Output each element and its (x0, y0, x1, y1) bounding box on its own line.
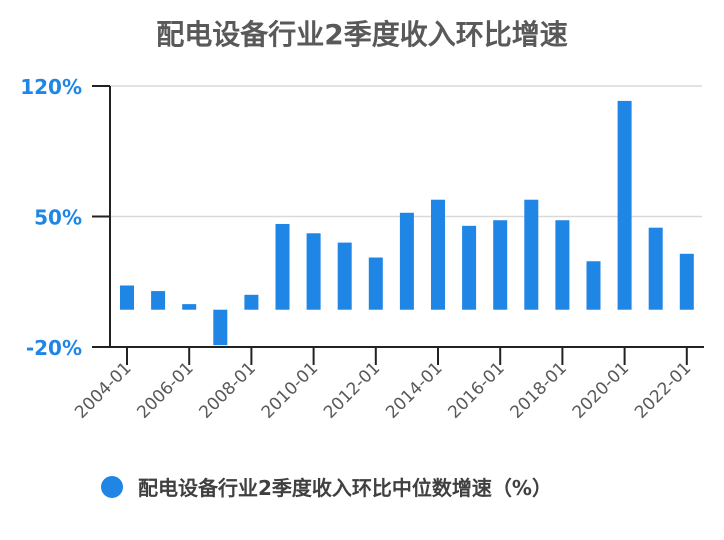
bar (151, 291, 166, 310)
bar (524, 199, 539, 310)
x-tick-label: 2018-01 (507, 358, 571, 422)
bar (120, 285, 134, 310)
bar (431, 199, 445, 310)
bar (368, 257, 383, 310)
bar (337, 242, 352, 310)
bar (586, 261, 601, 310)
bar (462, 225, 477, 310)
gridlines (110, 85, 702, 218)
bar (244, 294, 259, 310)
x-tick-label: 2010-01 (258, 358, 322, 422)
x-tick-label: 2014-01 (382, 358, 446, 422)
bar (617, 100, 632, 310)
bar (648, 227, 663, 310)
y-tick-labels: -20% 50% 120% (20, 75, 82, 360)
bar (679, 253, 694, 310)
x-tick-label: 2004-01 (71, 358, 135, 422)
x-tick-label: 2012-01 (320, 358, 384, 422)
x-tick-label: 2022-01 (631, 358, 695, 422)
x-tick-label: 2016-01 (444, 358, 508, 422)
legend-marker (101, 476, 123, 498)
bar (306, 233, 321, 310)
x-tick-label: 2006-01 (133, 358, 197, 422)
bar (493, 220, 508, 310)
chart-title: 配电设备行业2季度收入环比增速 (156, 18, 567, 51)
x-tick-label: 2020-01 (569, 358, 633, 422)
legend-label: 配电设备行业2季度收入环比中位数增速（%） (138, 476, 552, 500)
legend: 配电设备行业2季度收入环比中位数增速（%） (101, 476, 552, 500)
bar (555, 220, 570, 310)
y-tick-label: 120% (20, 75, 82, 99)
x-tick-label: 2008-01 (196, 358, 260, 422)
bar (213, 309, 228, 346)
bar (275, 223, 290, 310)
y-tick-label: -20% (26, 336, 82, 360)
x-tick-labels: 2004-012006-012008-012010-012012-012014-… (71, 358, 695, 422)
axes (92, 85, 704, 365)
bar (399, 212, 414, 310)
bars (120, 100, 694, 346)
y-tick-label: 50% (34, 206, 82, 230)
bar (182, 304, 197, 310)
